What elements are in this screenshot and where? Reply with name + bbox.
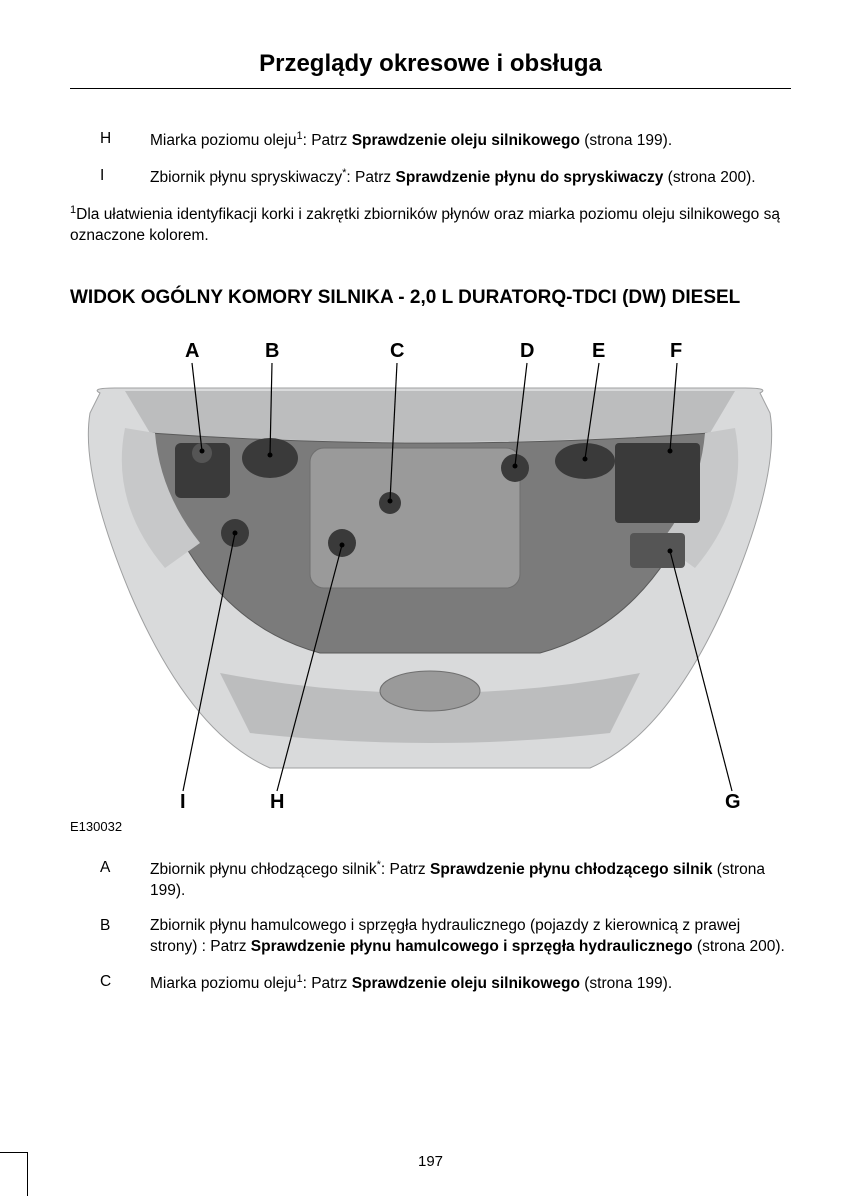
svg-text:G: G xyxy=(725,791,741,813)
definition-row: HMiarka poziomu oleju1: Patrz Sprawdzeni… xyxy=(100,129,791,152)
svg-text:I: I xyxy=(180,791,186,813)
svg-text:A: A xyxy=(185,340,199,362)
definition-text: Zbiornik płynu spryskiwaczy*: Patrz Spra… xyxy=(150,166,791,189)
svg-text:F: F xyxy=(670,340,682,362)
svg-text:H: H xyxy=(270,791,284,813)
definition-letter: H xyxy=(100,129,150,152)
title-rule xyxy=(70,88,791,89)
page-number: 197 xyxy=(0,1153,861,1170)
definition-text: Zbiornik płynu hamulcowego i sprzęgła hy… xyxy=(150,916,791,958)
svg-text:C: C xyxy=(390,340,404,362)
bottom-definition-list: AZbiornik płynu chłodzącego silnik*: Pat… xyxy=(100,858,791,995)
page-title: Przeglądy okresowe i obsługa xyxy=(70,50,791,78)
definition-text: Miarka poziomu oleju1: Patrz Sprawdzenie… xyxy=(150,129,791,152)
section-title: WIDOK OGÓLNY KOMORY SILNIKA - 2,0 L DURA… xyxy=(70,287,791,309)
crop-mark xyxy=(0,1152,28,1196)
definition-row: CMiarka poziomu oleju1: Patrz Sprawdzeni… xyxy=(100,972,791,995)
definition-letter: I xyxy=(100,166,150,189)
definition-letter: B xyxy=(100,916,150,958)
definition-row: BZbiornik płynu hamulcowego i sprzęgła h… xyxy=(100,916,791,958)
definition-row: IZbiornik płynu spryskiwaczy*: Patrz Spr… xyxy=(100,166,791,189)
definition-row: AZbiornik płynu chłodzącego silnik*: Pat… xyxy=(100,858,791,902)
definition-text: Zbiornik płynu chłodzącego silnik*: Patr… xyxy=(150,858,791,902)
definition-letter: A xyxy=(100,858,150,902)
svg-text:E: E xyxy=(592,340,605,362)
engine-bay-svg: A B C D E F I H G xyxy=(70,333,790,813)
footnote-text: Dla ułatwienia identyfikacji korki i zak… xyxy=(70,206,780,244)
diagram-id: E130032 xyxy=(70,819,791,834)
svg-text:B: B xyxy=(265,340,279,362)
engine-bay-diagram: A B C D E F I H G xyxy=(70,333,790,813)
footnote: 1Dla ułatwienia identyfikacji korki i za… xyxy=(70,203,791,247)
svg-text:D: D xyxy=(520,340,534,362)
definition-letter: C xyxy=(100,972,150,995)
definition-text: Miarka poziomu oleju1: Patrz Sprawdzenie… xyxy=(150,972,791,995)
top-definition-list: HMiarka poziomu oleju1: Patrz Sprawdzeni… xyxy=(100,129,791,189)
